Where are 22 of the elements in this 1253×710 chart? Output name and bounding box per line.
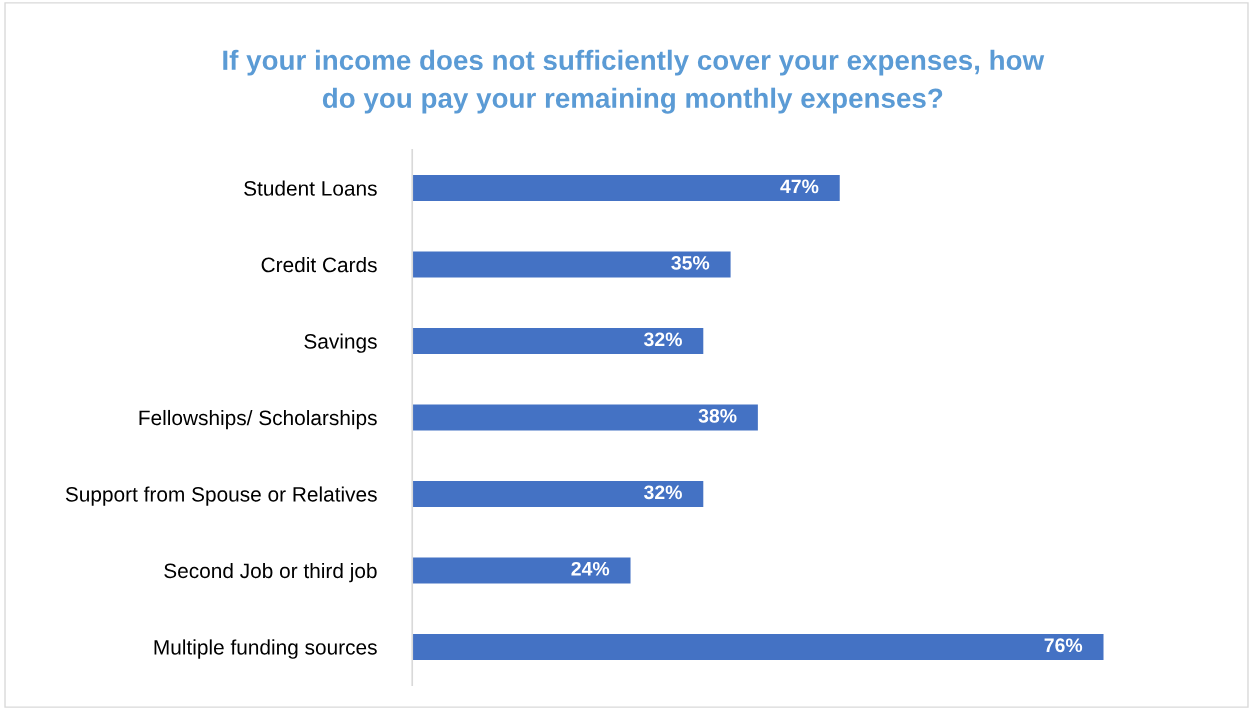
y-tick-label: Student Loans [244, 180, 377, 196]
bar [412, 404, 758, 431]
data-label: 24% [571, 561, 610, 576]
data-label: 38% [698, 408, 737, 423]
y-tick-label: Fellowships/ Scholarships [139, 409, 377, 430]
data-label: 47% [780, 179, 819, 194]
y-tick-label: Savings [304, 333, 377, 353]
y-tick-label: Support from Spouse or Relatives [65, 486, 377, 506]
chart-title: If your income does not sufficiently cover your expenses, how do you pay your remaining monthly expenses? [223, 49, 1045, 114]
y-tick-label: Second Job or third job [164, 562, 377, 583]
bar [412, 175, 840, 202]
bar [412, 557, 631, 584]
data-label: 76% [1044, 638, 1083, 653]
y-tick-label: Credit Cards [261, 256, 377, 273]
bar [412, 480, 704, 507]
bar [412, 328, 704, 354]
data-label: 35% [671, 255, 710, 270]
data-label: 32% [644, 485, 682, 500]
data-label: 32% [644, 332, 682, 347]
bar [412, 633, 1104, 660]
bar [412, 251, 731, 278]
y-tick-label: Multiple funding sources [154, 639, 377, 659]
